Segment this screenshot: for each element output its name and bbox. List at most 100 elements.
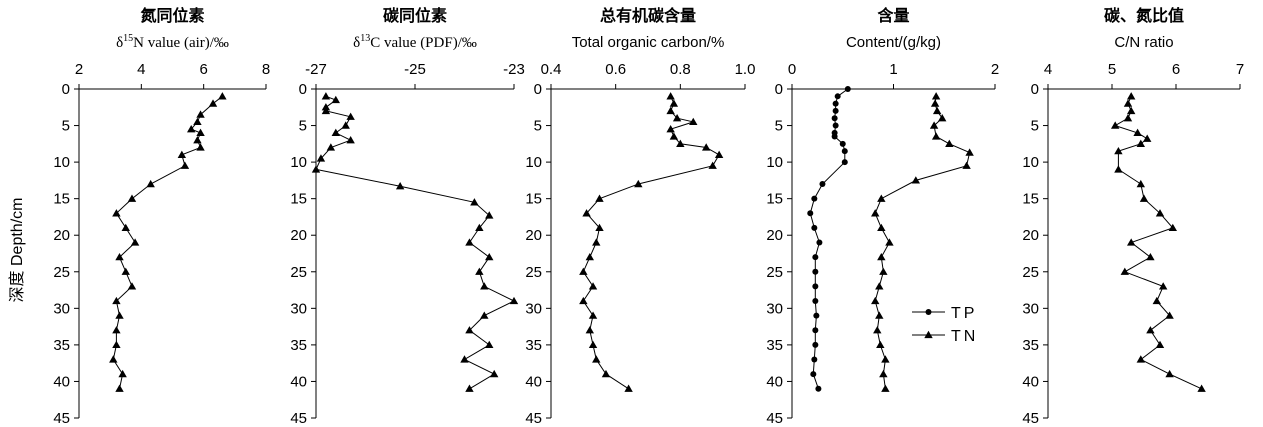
y-tick-label: 0 (62, 81, 70, 98)
data-point (1114, 165, 1123, 173)
data-point (485, 252, 494, 261)
data-point (585, 326, 594, 334)
y-tick-label: 45 (53, 410, 70, 427)
data-point (879, 369, 888, 378)
y-tick-label: 15 (766, 191, 783, 208)
data-point (331, 128, 340, 137)
data-point (1165, 369, 1174, 378)
data-point (811, 195, 818, 202)
data-point (881, 384, 890, 392)
data-point (1165, 311, 1174, 319)
data-point (592, 238, 601, 246)
data-point (480, 282, 489, 290)
data-point (812, 298, 819, 305)
legend-label: TP (951, 305, 977, 322)
data-point (812, 283, 819, 290)
data-point (702, 143, 711, 151)
data-point (1136, 355, 1145, 363)
data-point (877, 252, 886, 261)
data-point (812, 268, 819, 275)
data-point (965, 148, 974, 156)
data-point (1197, 384, 1206, 392)
y-tick-label: 40 (290, 373, 307, 390)
data-point (1146, 326, 1155, 334)
x-tick-label: 0 (788, 61, 796, 78)
data-point (873, 326, 882, 334)
data-point (470, 198, 479, 206)
data-point (588, 311, 598, 319)
data-point (1146, 252, 1155, 261)
y-tick-label: 20 (1022, 227, 1039, 244)
panel-2: 碳同位素 δ13C value (PDF)/‰ -27 -25 -23 0 5 10 15 20 2… (290, 6, 525, 427)
data-point (490, 369, 499, 378)
panel-3: 总有机碳含量 Total organic carbon/% 0.4 0.6 0.8 1.0… (525, 6, 755, 427)
data-point (601, 369, 611, 378)
series-tp (807, 86, 851, 392)
data-point (811, 224, 818, 231)
y-tick-label: 35 (766, 337, 783, 354)
y-tick-label: 0 (299, 81, 307, 98)
data-point (475, 267, 484, 275)
y-tick-label: 40 (766, 373, 783, 390)
data-point (579, 296, 588, 305)
y-tick-label: 15 (1022, 191, 1039, 208)
data-point (634, 179, 643, 188)
data-point (196, 110, 205, 118)
data-point (579, 267, 588, 275)
legend-marker (924, 330, 933, 339)
y-tick-label: 35 (290, 337, 307, 354)
data-point (885, 238, 894, 246)
data-point (816, 239, 823, 246)
data-point (832, 100, 839, 107)
data-point (1168, 223, 1177, 232)
data-point (112, 326, 121, 334)
data-point (811, 356, 818, 363)
y-tick-label: 0 (534, 81, 542, 98)
data-point (932, 106, 942, 115)
y-tick-label: 40 (525, 373, 542, 390)
data-point (807, 210, 814, 217)
data-point (465, 326, 474, 334)
data-point (938, 114, 947, 122)
data-point (109, 355, 118, 363)
series-1 (311, 92, 519, 392)
data-point (112, 296, 121, 305)
data-point (666, 106, 675, 115)
data-point (812, 341, 819, 348)
y-tick-label: 35 (1022, 337, 1039, 354)
data-point (839, 140, 846, 147)
y-tick-label: 30 (53, 300, 70, 317)
data-point (326, 143, 336, 151)
data-point (1123, 99, 1133, 107)
data-point (196, 143, 205, 151)
data-point (911, 176, 921, 184)
data-point (841, 148, 848, 155)
data-point (834, 93, 841, 100)
data-point (714, 150, 724, 158)
data-point (832, 107, 839, 114)
data-point (180, 161, 190, 169)
y-tick-label: 20 (766, 227, 783, 244)
x-tick-label: -27 (305, 61, 327, 78)
x-tick-label: 0.6 (605, 61, 626, 78)
data-point (844, 86, 851, 92)
data-point (346, 135, 355, 144)
x-tick-label: 0.8 (670, 61, 691, 78)
x-tick-label: -23 (503, 61, 525, 78)
x-axis-label: δ15N value (air)/‰ (116, 33, 229, 51)
y-tick-label: 10 (766, 154, 783, 171)
series-1 (109, 92, 227, 392)
data-point (1114, 146, 1123, 155)
x-tick-label: 1 (889, 61, 897, 78)
x-tick-label: 1.0 (735, 61, 756, 78)
y-tick-label: 10 (290, 154, 307, 171)
panel-title: 碳同位素 (383, 6, 447, 25)
y-tick-label: 40 (53, 373, 70, 390)
data-point (311, 165, 321, 173)
data-point (1127, 92, 1136, 100)
data-point (485, 340, 494, 349)
data-point (193, 135, 202, 144)
data-point (841, 159, 848, 166)
y-tick-label: 15 (53, 191, 70, 208)
